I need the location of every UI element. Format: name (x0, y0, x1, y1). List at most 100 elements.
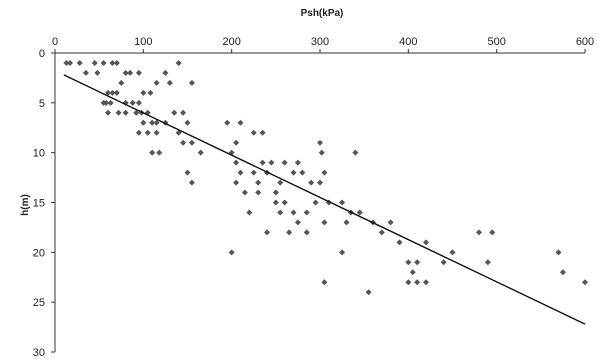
data-point (356, 209, 363, 216)
data-point (396, 239, 403, 246)
data-point (237, 169, 244, 176)
data-point (118, 79, 125, 86)
data-point (103, 99, 110, 106)
data-point (147, 89, 154, 96)
y-tick-label: 20 (33, 247, 45, 259)
y-tick-label: 25 (33, 297, 45, 309)
data-point (290, 169, 297, 176)
data-point (197, 149, 204, 156)
x-axis-title: Psh(kPa) (301, 8, 344, 19)
data-point (107, 99, 114, 106)
data-point (105, 89, 111, 96)
data-point (188, 179, 195, 186)
data-point (166, 79, 173, 86)
data-point (308, 179, 315, 186)
data-point (133, 109, 140, 116)
data-point (67, 59, 74, 66)
data-point (233, 179, 240, 186)
data-point (264, 229, 270, 236)
data-point (149, 119, 156, 126)
data-point (321, 279, 328, 286)
data-point (113, 59, 120, 66)
data-point (113, 89, 120, 96)
data-point (188, 79, 195, 86)
data-point (405, 279, 412, 286)
trend-line (63, 74, 586, 325)
data-point (228, 249, 235, 256)
data-point (100, 59, 107, 66)
x-tick-label: 200 (222, 36, 240, 48)
data-point (272, 189, 279, 196)
y-tick-label: 0 (39, 48, 45, 60)
data-point (303, 229, 310, 236)
data-point (144, 129, 151, 136)
data-point (299, 169, 306, 176)
data-point (180, 109, 187, 116)
data-point (582, 279, 588, 286)
data-point (440, 259, 447, 266)
data-point (241, 189, 248, 196)
data-point (409, 269, 416, 276)
y-tick-label: 10 (33, 148, 45, 160)
data-point (559, 269, 566, 276)
data-point (188, 139, 195, 146)
data-point (246, 209, 253, 216)
data-point (76, 59, 83, 66)
data-point (268, 159, 275, 166)
data-point (317, 139, 323, 146)
data-point (122, 69, 129, 76)
data-point (555, 249, 562, 256)
data-point (233, 159, 240, 166)
data-point (281, 199, 288, 206)
y-axis-title: h(m) (20, 194, 31, 216)
data-point (122, 109, 129, 116)
data-point (153, 119, 160, 126)
data-point (476, 229, 482, 236)
data-point (255, 179, 262, 186)
data-point (489, 229, 496, 236)
x-tick-label: 400 (399, 36, 417, 48)
data-point (423, 239, 429, 246)
y-tick-label: 15 (33, 198, 45, 210)
data-point (286, 229, 293, 236)
data-point (303, 209, 310, 216)
data-point (414, 259, 421, 266)
data-point (156, 149, 163, 156)
data-point (149, 149, 156, 156)
data-point (135, 99, 142, 106)
data-point (135, 129, 142, 136)
data-point (162, 69, 169, 76)
y-axis-ticks: 0 5 10 15 20 25 30 (33, 48, 55, 359)
data-point (184, 169, 191, 176)
data-point (321, 219, 328, 226)
x-tick-label: 300 (311, 36, 329, 48)
data-point (317, 179, 323, 186)
data-point (365, 289, 372, 296)
data-point (339, 199, 346, 206)
data-point (175, 59, 182, 66)
data-point (63, 59, 70, 66)
data-point (140, 119, 147, 126)
data-point (109, 89, 116, 96)
data-point (153, 79, 160, 86)
data-point (233, 139, 240, 146)
data-point (153, 129, 160, 136)
data-point (115, 109, 122, 116)
data-point (318, 149, 325, 156)
data-point (423, 279, 429, 286)
data-point (135, 69, 142, 76)
data-point (129, 99, 136, 106)
data-point (277, 179, 284, 186)
data-point (277, 209, 284, 216)
data-point (387, 219, 394, 226)
data-point (94, 69, 101, 76)
data-point (250, 169, 257, 176)
data-point (105, 109, 111, 116)
data-points (63, 59, 588, 296)
data-point (294, 219, 301, 226)
data-point (184, 119, 191, 126)
data-point (312, 199, 319, 206)
data-point (272, 199, 279, 206)
x-tick-label: 500 (487, 36, 505, 48)
